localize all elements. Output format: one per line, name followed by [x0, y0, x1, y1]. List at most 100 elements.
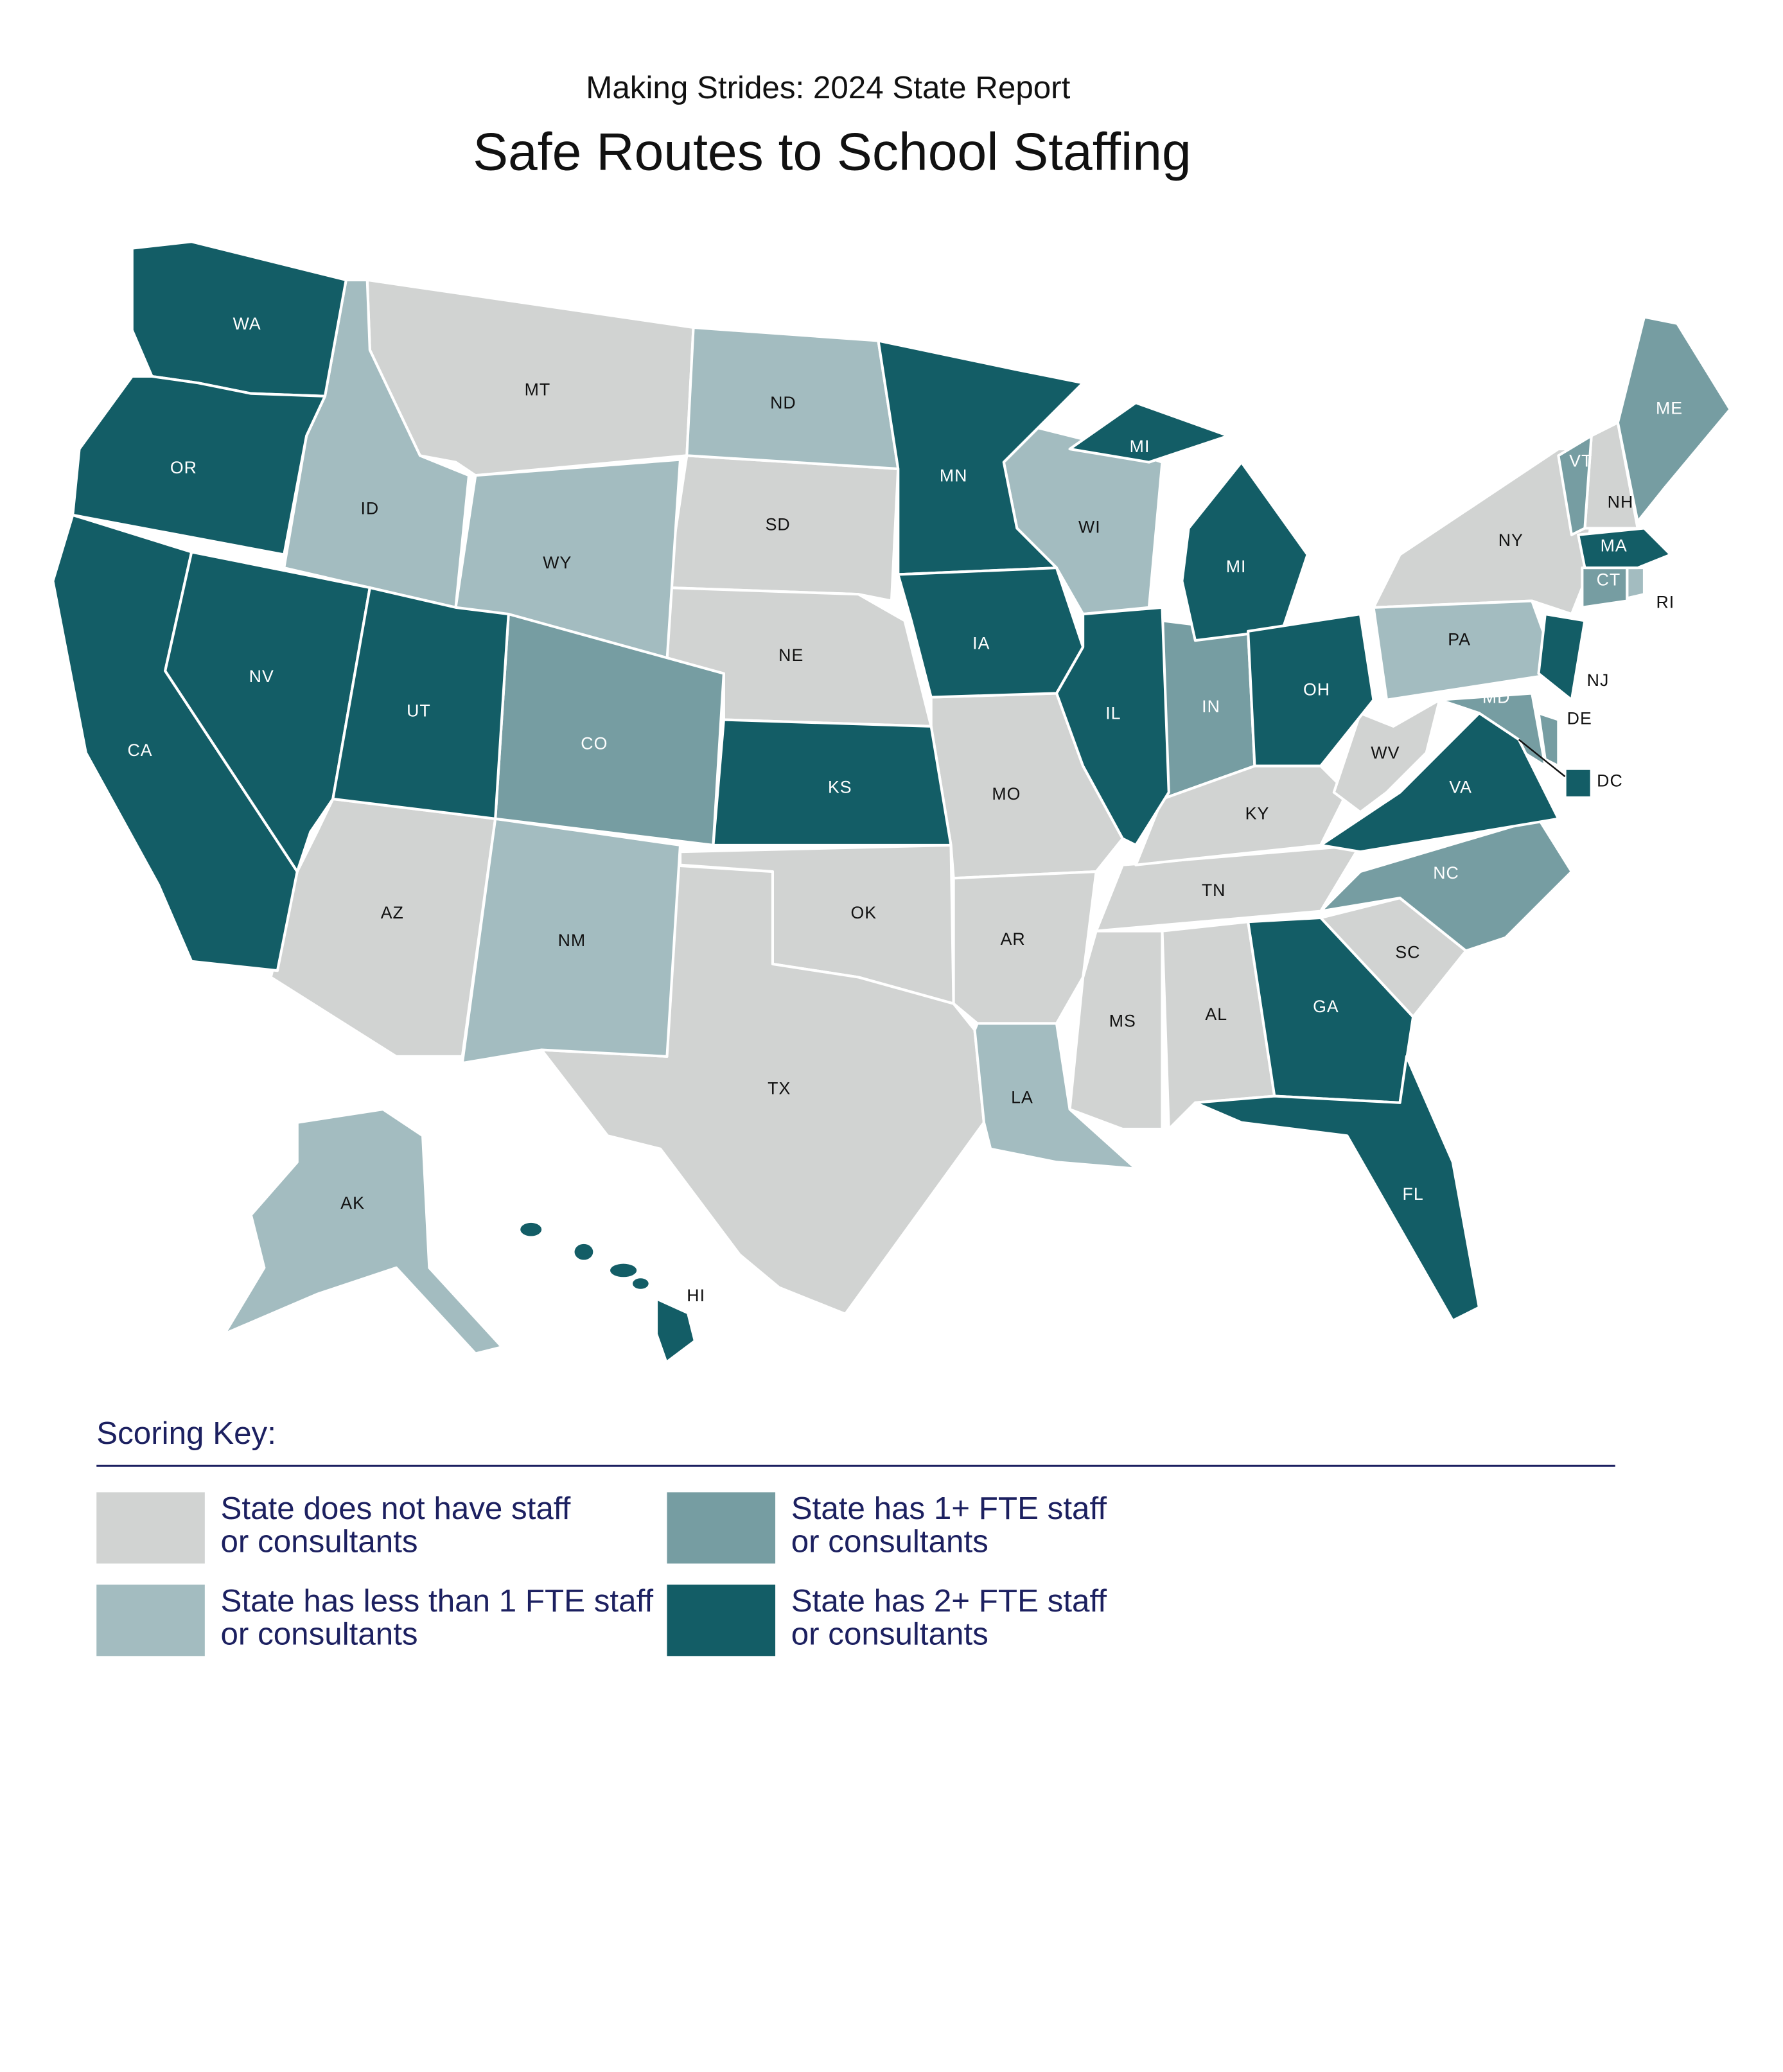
state	[1055, 606, 1170, 847]
state-label: DC	[1597, 771, 1623, 790]
state	[712, 718, 953, 847]
state-label: AK	[340, 1193, 365, 1213]
state-label: VA	[1449, 778, 1472, 797]
state	[877, 339, 1085, 576]
state	[461, 817, 682, 1065]
legend-label: State has less than 1 FTE staff	[221, 1583, 654, 1619]
state-label: MA	[1601, 536, 1628, 555]
state	[71, 374, 326, 556]
state-label: DE	[1567, 709, 1592, 728]
state-label: IN	[1202, 697, 1220, 716]
state-label: VT	[1569, 452, 1592, 471]
state-label: AZ	[381, 903, 404, 922]
leader-line	[1518, 739, 1566, 777]
state-label: WY	[543, 553, 572, 572]
state-label: NH	[1608, 492, 1634, 511]
state	[1193, 1055, 1481, 1322]
state	[1563, 767, 1593, 799]
state	[973, 1022, 1137, 1170]
legend-label: or consultants	[791, 1524, 988, 1559]
island	[658, 1301, 694, 1360]
state	[331, 586, 510, 820]
island	[574, 1243, 593, 1260]
state-label: GA	[1313, 997, 1339, 1016]
state	[1577, 527, 1673, 570]
state-label: OK	[850, 903, 877, 922]
state-label: NC	[1433, 863, 1459, 882]
state	[897, 566, 1085, 699]
state-label: WI	[1078, 517, 1101, 536]
state	[1616, 315, 1732, 523]
state	[1247, 613, 1375, 768]
island	[633, 1278, 649, 1289]
state-label: NM	[558, 931, 586, 950]
state-label: NE	[778, 645, 804, 665]
state-label: CO	[581, 734, 608, 753]
island	[520, 1222, 542, 1236]
legend-swatch	[667, 1585, 776, 1656]
state	[540, 863, 985, 1315]
state-label: FL	[1403, 1184, 1424, 1204]
state-islands	[520, 1222, 694, 1360]
state-label: NY	[1498, 531, 1524, 550]
state-label: RI	[1656, 593, 1674, 612]
legend-label: State has 1+ FTE staff	[791, 1491, 1107, 1526]
state-label: SC	[1395, 943, 1420, 962]
state-label: UT	[407, 701, 431, 720]
state-label: CA	[127, 741, 152, 760]
state-label: NV	[249, 667, 274, 686]
state-label: MI	[1130, 437, 1150, 456]
state	[1332, 698, 1441, 814]
state	[1537, 712, 1560, 768]
legend-swatch	[96, 1492, 205, 1564]
state	[223, 1108, 504, 1355]
state-label: OH	[1303, 680, 1330, 699]
state-label: MO	[992, 784, 1021, 803]
legend: Scoring Key: State does not have staff o…	[96, 1416, 1615, 1656]
state-label: MD	[1482, 688, 1511, 707]
state-label: PA	[1448, 629, 1471, 649]
state-labels: MT SD NE MO OK TX AR MS AL TN KY WV SC N…	[127, 314, 1683, 1305]
state-label: ME	[1656, 398, 1683, 417]
state-label: MN	[940, 466, 968, 485]
states	[51, 240, 1732, 1360]
state-label: AL	[1205, 1005, 1227, 1024]
state-label: TN	[1202, 881, 1226, 900]
state-label: NJ	[1587, 671, 1610, 690]
legend-label: or consultants	[221, 1617, 418, 1652]
state-label: LA	[1011, 1088, 1033, 1107]
legend-swatch	[667, 1492, 776, 1564]
subtitle: Making Strides: 2024 State Report	[586, 70, 1070, 105]
state-label: CT	[1597, 570, 1621, 590]
state-label: ID	[360, 499, 379, 518]
state-label: ND	[770, 393, 796, 412]
legend-label: or consultants	[221, 1524, 418, 1559]
state	[1319, 817, 1573, 953]
state-label: SD	[766, 514, 791, 534]
state-label: HI	[687, 1286, 705, 1305]
state-label: MT	[525, 380, 551, 399]
state-label: OR	[170, 458, 197, 477]
legend-label: State does not have staff	[221, 1491, 571, 1526]
state-label: MI	[1226, 557, 1247, 576]
state-label: TX	[768, 1078, 791, 1098]
island	[610, 1263, 637, 1277]
state-label: WA	[233, 314, 261, 333]
state-label: IL	[1105, 703, 1121, 723]
legend-label: or consultants	[791, 1617, 988, 1652]
state-label: MS	[1109, 1011, 1136, 1030]
legend-title: Scoring Key:	[96, 1416, 276, 1451]
state-label: AR	[1001, 929, 1026, 949]
legend-swatch	[96, 1585, 205, 1656]
state-label: IA	[972, 633, 990, 653]
title: Safe Routes to School Staffing	[473, 123, 1191, 181]
state	[1537, 613, 1586, 701]
state	[1319, 712, 1560, 854]
state-label: KY	[1245, 804, 1270, 823]
legend-label: State has 2+ FTE staff	[791, 1583, 1107, 1619]
state	[1557, 434, 1593, 536]
state-label: WV	[1371, 743, 1400, 762]
state-label: KS	[828, 778, 852, 797]
